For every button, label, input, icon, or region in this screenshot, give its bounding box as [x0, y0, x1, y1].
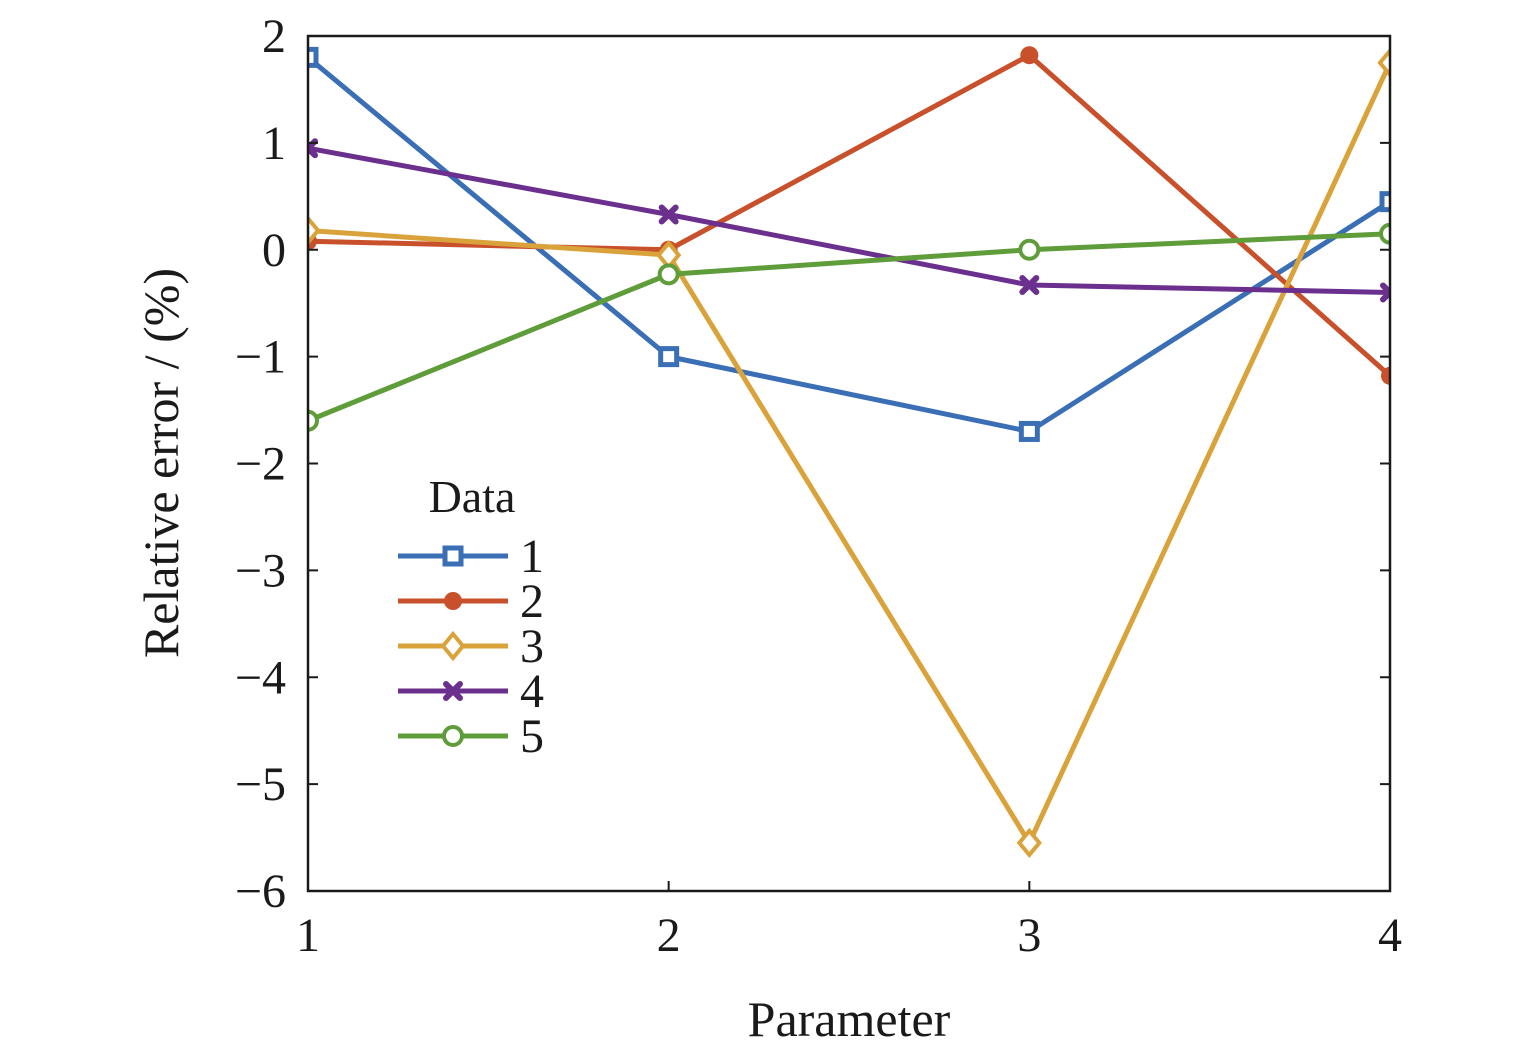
- legend-item-3: 3: [398, 620, 544, 673]
- legend-marker: [444, 592, 462, 610]
- y-tick-label: 0: [262, 224, 286, 277]
- legend-marker: [440, 630, 466, 662]
- legend-label: 1: [520, 530, 544, 583]
- series-4: [308, 138, 1390, 303]
- x-tick-label: 2: [657, 909, 681, 962]
- series-layer: [308, 46, 1390, 859]
- legend-item-2: 2: [398, 575, 544, 628]
- data-point-5-4: [1379, 222, 1390, 245]
- series-5: [308, 222, 1390, 432]
- legend-item-4: 4: [398, 665, 544, 718]
- x-tick-label: 3: [1017, 909, 1041, 962]
- y-tick-label: −3: [235, 544, 286, 597]
- data-point-1-4: [1379, 191, 1390, 213]
- plot-frame: [306, 34, 1392, 893]
- series-line-5: [308, 231, 1390, 424]
- legend-label: 5: [520, 710, 544, 763]
- y-tick-label: 2: [262, 10, 286, 63]
- x-tick-label: 1: [296, 909, 320, 962]
- series-3: [308, 47, 1390, 859]
- data-point-3-1: [308, 215, 321, 246]
- data-point-3-3: [1016, 827, 1042, 859]
- data-point-5-2: [657, 263, 680, 286]
- data-point-1-3: [1018, 420, 1040, 442]
- x-axis-label: Parameter: [748, 991, 951, 1047]
- y-tick-label: 1: [262, 117, 286, 170]
- legend-label: 2: [520, 575, 544, 628]
- legend-title: Data: [429, 471, 516, 522]
- y-tick-label: −6: [235, 865, 286, 918]
- data-point-1-2: [658, 346, 680, 368]
- legend-marker: [442, 545, 464, 567]
- data-point-5-1: [308, 409, 319, 432]
- series-line-2: [308, 52, 1390, 378]
- data-point-2-4: [1381, 366, 1390, 385]
- y-tick-label: −4: [235, 651, 286, 704]
- legend-label: 4: [520, 665, 544, 718]
- data-point-5-3: [1018, 238, 1041, 261]
- legend-item-5: 5: [398, 710, 544, 763]
- legend-marker: [442, 725, 464, 747]
- legend-marker: [443, 681, 463, 701]
- legend-item-1: 1: [398, 530, 544, 583]
- data-point-3-4: [1377, 47, 1390, 78]
- y-axis-label: Relative error / (%): [133, 268, 189, 658]
- series-line-3: [308, 61, 1390, 846]
- legend-label: 3: [520, 620, 544, 673]
- y-tick-label: −1: [235, 331, 286, 384]
- y-tick-label: −5: [235, 758, 286, 811]
- data-point-4-4: [1380, 282, 1390, 303]
- y-tick-label: −2: [235, 438, 286, 491]
- data-point-4-2: [658, 204, 679, 225]
- data-point-4-3: [1019, 275, 1040, 296]
- x-tick-label: 4: [1378, 909, 1402, 962]
- series-2: [308, 46, 1390, 385]
- series-line-4: [308, 145, 1390, 295]
- data-point-1-1: [308, 46, 319, 68]
- data-point-2-3: [1020, 46, 1039, 65]
- series-line-1: [308, 55, 1390, 434]
- series-1: [308, 46, 1390, 442]
